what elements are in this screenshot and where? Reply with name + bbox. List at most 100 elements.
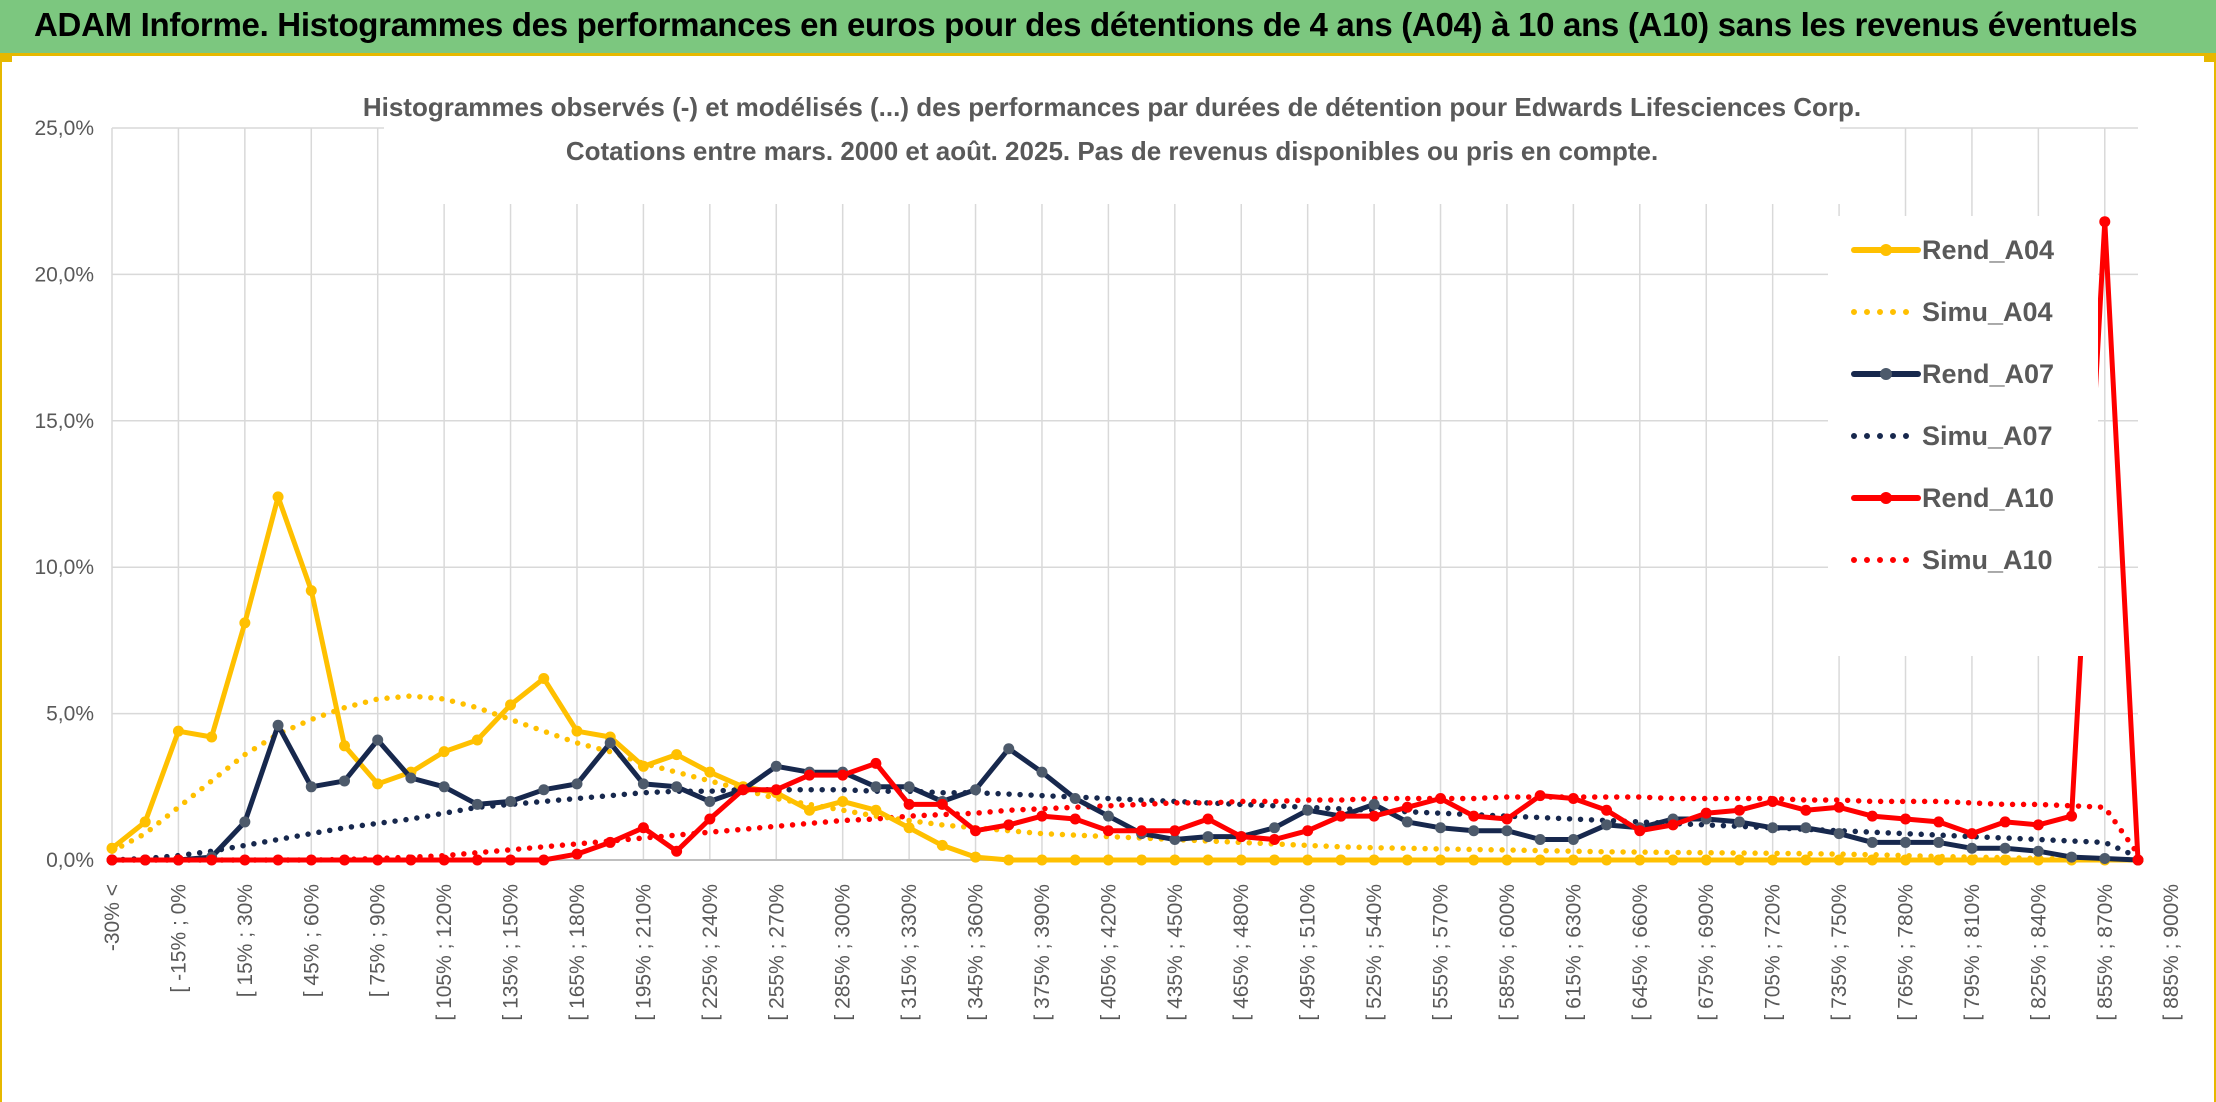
data-point-rend_a07: [704, 795, 716, 807]
data-point-rend_a07: [637, 778, 649, 790]
data-point-rend_a10: [671, 845, 683, 857]
data-point-rend_a07: [1900, 836, 1912, 848]
data-point-rend_a04: [1634, 854, 1646, 866]
data-point-rend_a07: [1302, 804, 1314, 816]
data-point-rend_a10: [1169, 825, 1181, 837]
data-point-rend_a10: [1102, 825, 1114, 837]
data-point-rend_a07: [770, 760, 782, 772]
data-point-rend_a04: [1335, 854, 1347, 866]
data-point-rend_a10: [1136, 825, 1148, 837]
data-point-rend_a07: [1268, 822, 1280, 834]
legend-label-rend_a10: Rend_A10: [1922, 483, 2054, 513]
legend-marker-rend_a10: [1880, 492, 1892, 504]
data-point-rend_a07: [1833, 828, 1845, 840]
data-point-rend_a07: [272, 719, 284, 731]
data-point-rend_a10: [2032, 819, 2044, 831]
data-point-rend_a07: [1866, 836, 1878, 848]
data-point-rend_a04: [1003, 854, 1015, 866]
x-tick-label: [ -15% ; 0%: [167, 884, 190, 993]
x-tick-label: [ 195% ; 210%: [632, 884, 655, 1021]
data-point-rend_a04: [1534, 854, 1546, 866]
x-tick-label: [ 255% ; 270%: [765, 884, 788, 1021]
data-point-rend_a04: [1368, 854, 1380, 866]
x-tick-label: [ 465% ; 480%: [1230, 884, 1253, 1021]
x-tick-label: [ 495% ; 510%: [1297, 884, 1320, 1021]
data-point-rend_a07: [505, 795, 517, 807]
data-point-rend_a04: [538, 672, 550, 684]
x-tick-label: [ 225% ; 240%: [699, 884, 722, 1021]
data-point-rend_a10: [139, 854, 151, 866]
x-tick-label: [ 315% ; 330%: [898, 884, 921, 1021]
data-point-rend_a04: [1401, 854, 1413, 866]
data-point-rend_a10: [1567, 793, 1579, 805]
data-point-rend_a10: [837, 769, 849, 781]
x-tick-label: [ 435% ; 450%: [1164, 884, 1187, 1021]
data-point-rend_a07: [1435, 822, 1447, 834]
data-point-rend_a10: [438, 854, 450, 866]
data-point-rend_a04: [1468, 854, 1480, 866]
data-point-rend_a07: [1767, 822, 1779, 834]
y-tick-label: 10,0%: [34, 556, 94, 579]
x-tick-label: [ 585% ; 600%: [1496, 884, 1519, 1021]
data-point-rend_a07: [1202, 831, 1214, 843]
data-point-rend_a10: [1700, 807, 1712, 819]
data-point-rend_a10: [272, 854, 284, 866]
data-point-rend_a07: [1933, 836, 1945, 848]
data-point-rend_a07: [405, 772, 417, 784]
data-point-rend_a10: [1335, 810, 1347, 822]
data-point-rend_a10: [637, 822, 649, 834]
data-point-rend_a10: [571, 848, 583, 860]
data-point-rend_a10: [1534, 790, 1546, 802]
data-point-rend_a10: [1866, 810, 1878, 822]
x-tick-label: [ 15% ; 30%: [234, 884, 257, 997]
x-tick-label: [ 75% ; 90%: [367, 884, 390, 997]
x-tick-label: [ 615% ; 630%: [1562, 884, 1585, 1021]
data-point-rend_a07: [305, 781, 317, 793]
data-point-rend_a04: [1733, 854, 1745, 866]
data-point-rend_a07: [870, 781, 882, 793]
data-point-rend_a10: [372, 854, 384, 866]
data-point-rend_a10: [1302, 825, 1314, 837]
data-point-rend_a07: [2099, 853, 2111, 865]
x-tick-label: -30% <: [101, 884, 124, 951]
data-point-rend_a10: [1202, 813, 1214, 825]
data-point-rend_a04: [970, 851, 982, 863]
series-line-rend_a07: [109, 722, 2141, 863]
data-point-rend_a10: [803, 769, 815, 781]
data-point-rend_a04: [505, 699, 517, 711]
data-point-rend_a04: [471, 734, 483, 746]
data-point-rend_a04: [1069, 854, 1081, 866]
x-tick-label: [ 285% ; 300%: [832, 884, 855, 1021]
y-tick-label: 0,0%: [46, 849, 94, 872]
data-point-rend_a04: [1501, 854, 1513, 866]
data-point-rend_a04: [139, 816, 151, 828]
x-tick-label: [ 825% ; 840%: [2027, 884, 2050, 1021]
data-point-rend_a04: [704, 766, 716, 778]
x-tick-label: [ 105% ; 120%: [433, 884, 456, 1021]
chart-svg: Histogrammes observés (-) et modélisés (…: [34, 86, 2183, 1021]
legend-label-rend_a04: Rend_A04: [1922, 235, 2054, 265]
data-point-rend_a04: [1102, 854, 1114, 866]
data-point-rend_a04: [272, 491, 284, 503]
data-point-rend_a04: [671, 749, 683, 761]
data-point-rend_a04: [1202, 854, 1214, 866]
chart-subtitle: Cotations entre mars. 2000 et août. 2025…: [566, 136, 1658, 166]
data-point-rend_a10: [1468, 810, 1480, 822]
legend-marker-rend_a07: [1880, 368, 1892, 380]
data-point-rend_a10: [1966, 828, 1978, 840]
legend-label-simu_a10: Simu_A10: [1922, 545, 2053, 575]
data-point-rend_a07: [1800, 822, 1812, 834]
corner-accent-left: [0, 56, 12, 62]
data-point-rend_a10: [704, 813, 716, 825]
x-tick-label: [ 165% ; 180%: [566, 884, 589, 1021]
y-tick-label: 15,0%: [34, 410, 94, 433]
data-point-rend_a10: [2066, 810, 2078, 822]
data-point-rend_a04: [206, 731, 218, 743]
data-point-rend_a10: [1999, 816, 2011, 828]
data-point-rend_a04: [837, 795, 849, 807]
data-point-rend_a04: [1966, 854, 1978, 866]
data-point-rend_a04: [2032, 854, 2044, 866]
data-point-rend_a10: [2099, 216, 2111, 228]
data-point-rend_a10: [1833, 801, 1845, 813]
data-point-rend_a07: [1102, 810, 1114, 822]
